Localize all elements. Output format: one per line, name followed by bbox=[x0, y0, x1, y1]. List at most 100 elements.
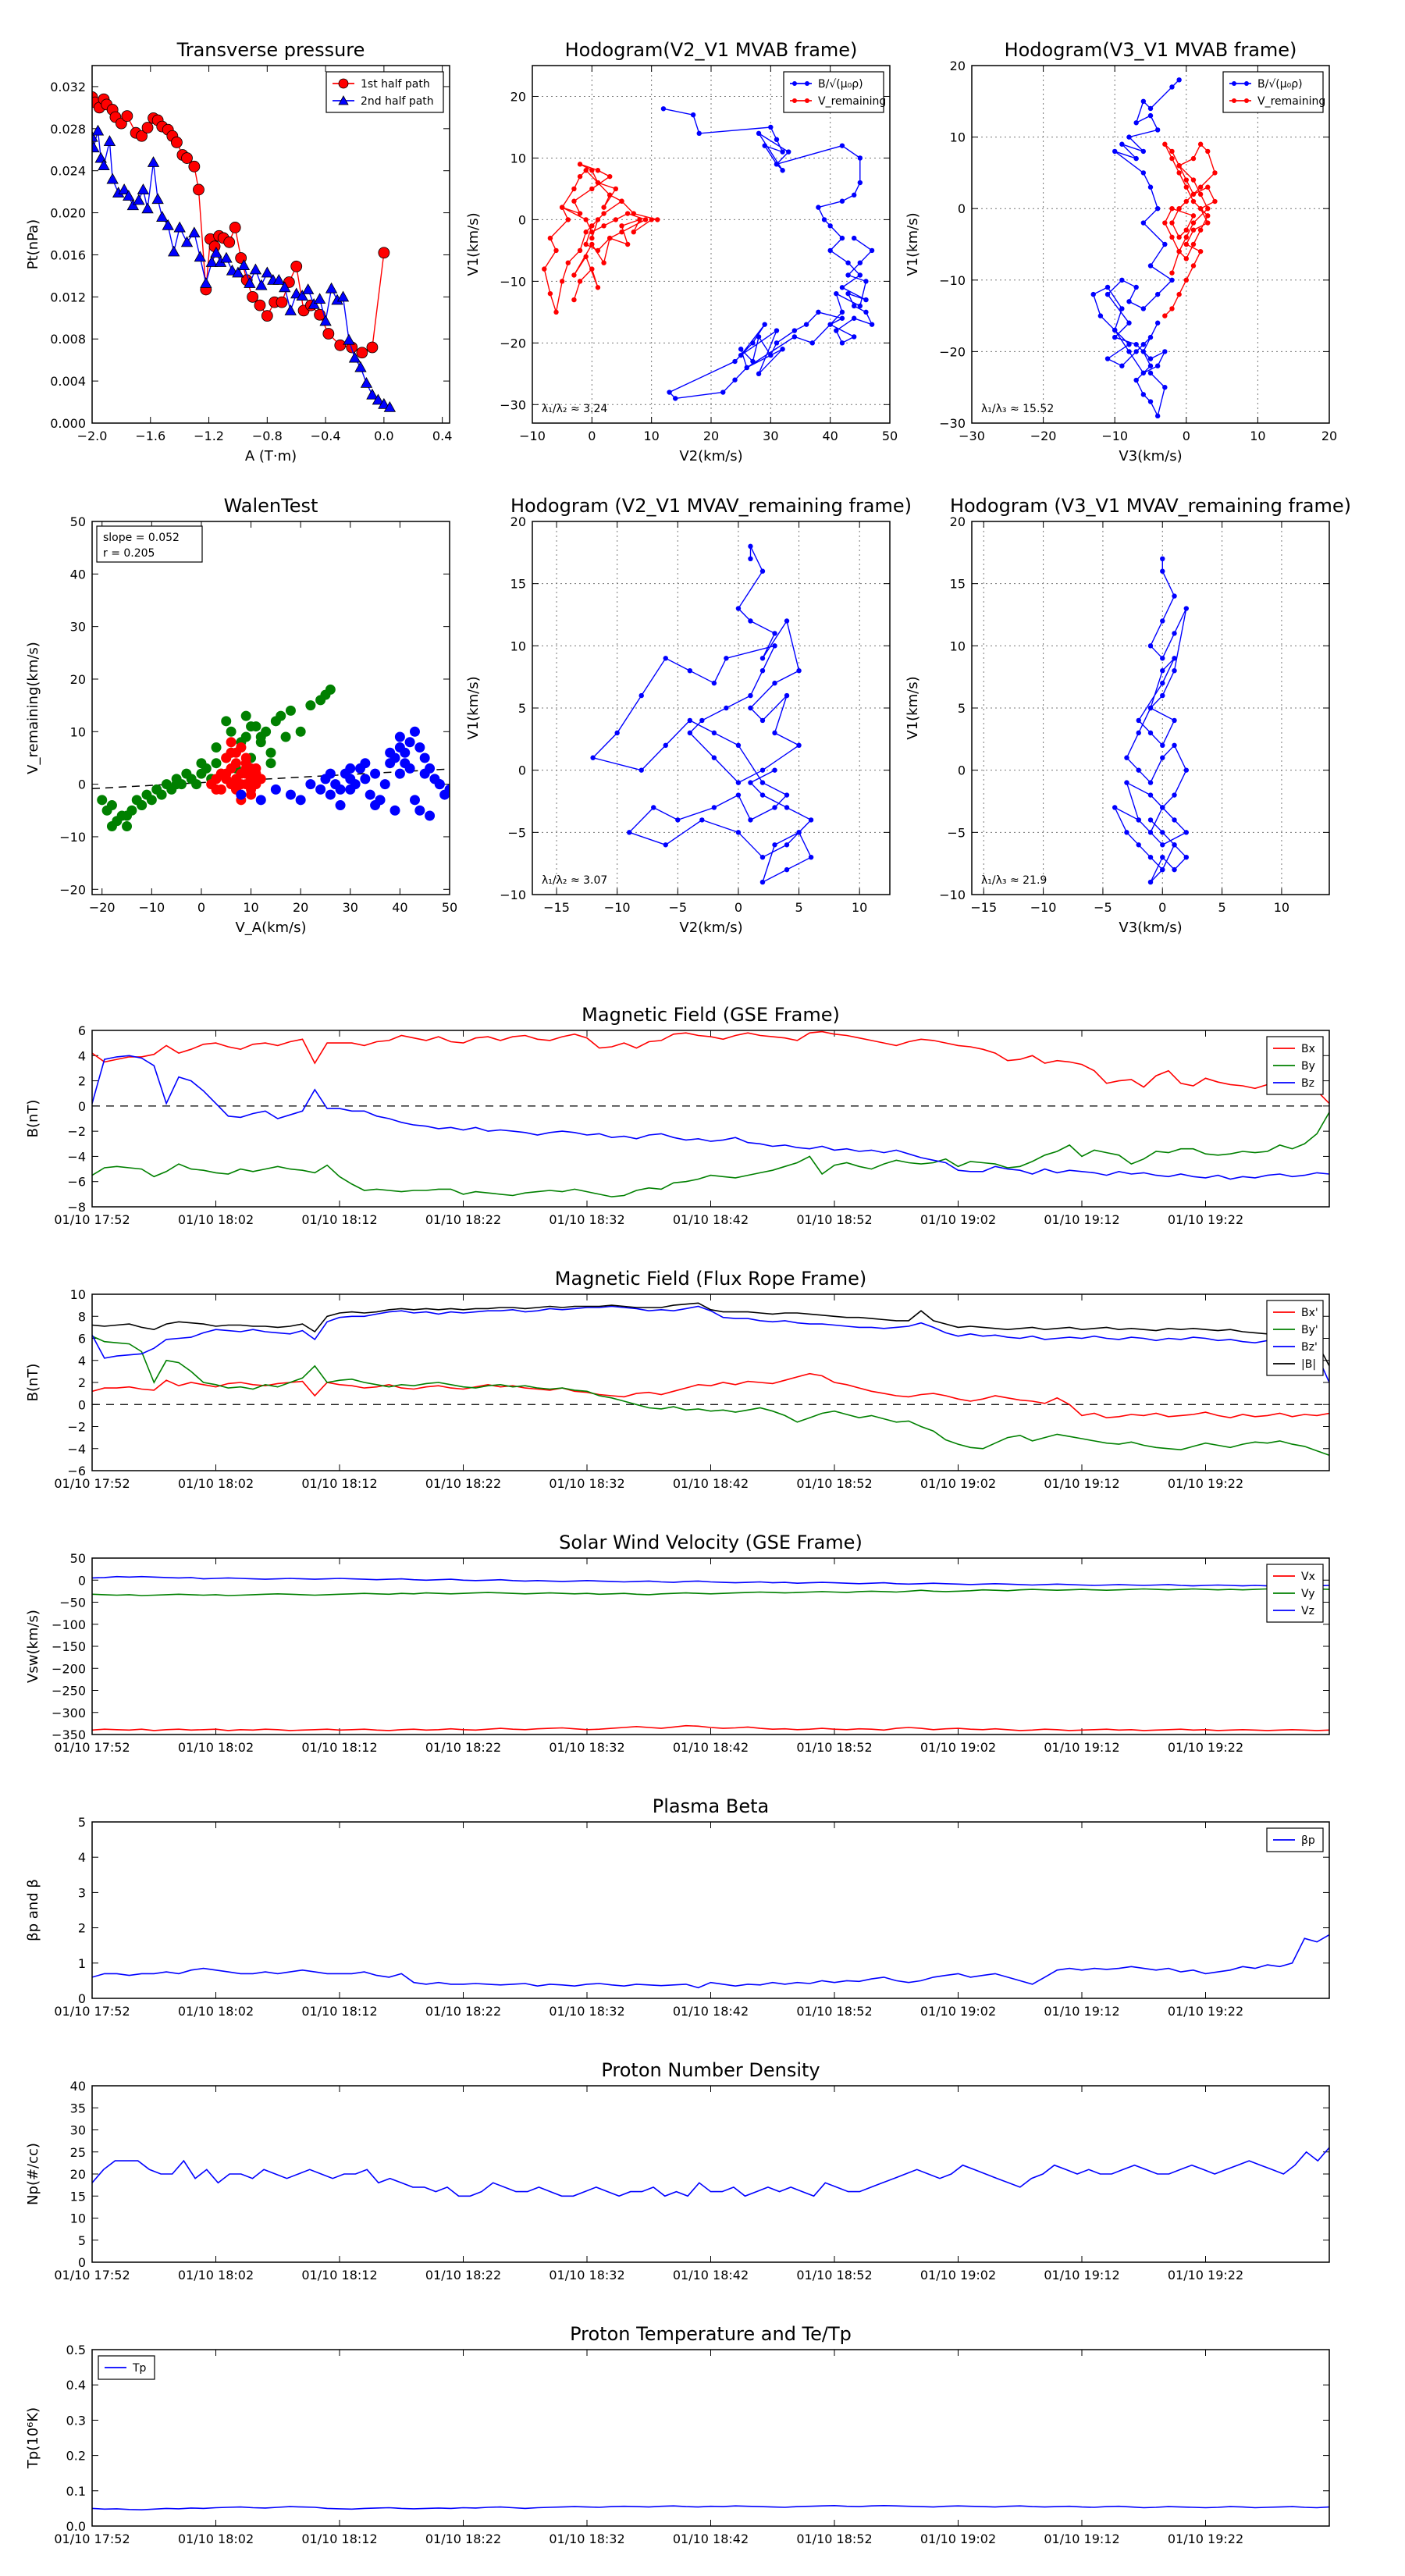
x-tick-label: −10 bbox=[1030, 900, 1057, 915]
data-point bbox=[744, 365, 749, 371]
data-point bbox=[756, 334, 762, 340]
chart-tp: Transverse pressure −2.0 −1.6 −1.2 −0.8 −0.4 0… bbox=[25, 39, 452, 464]
y-tick-label: −10 bbox=[500, 274, 526, 289]
data-point bbox=[1169, 306, 1175, 311]
data-point bbox=[780, 347, 785, 352]
x-tick-label: 01/10 17:52 bbox=[54, 2004, 130, 2019]
x-tick-label: 0 bbox=[1183, 429, 1190, 443]
x-tick-label: 01/10 17:52 bbox=[54, 1740, 130, 1755]
x-tick-label: 01/10 17:52 bbox=[54, 2268, 130, 2282]
data-point bbox=[255, 279, 268, 290]
data-point bbox=[1205, 213, 1211, 219]
data-point bbox=[660, 106, 667, 112]
series-1 bbox=[1090, 77, 1182, 419]
data-point bbox=[687, 730, 693, 736]
y-tick-label: −8 bbox=[67, 1200, 86, 1215]
legend-label: 1st half path bbox=[361, 78, 430, 91]
y-tick-label: 15 bbox=[70, 2189, 86, 2204]
data-point bbox=[244, 277, 256, 288]
x-tick-label: 01/10 18:22 bbox=[425, 2004, 501, 2019]
data-point bbox=[419, 768, 430, 779]
data-point bbox=[663, 742, 668, 748]
y-axis-label: Tp(10⁶K) bbox=[25, 2407, 41, 2469]
data-point bbox=[200, 277, 212, 288]
legend-label: Tp bbox=[132, 2362, 147, 2375]
data-point bbox=[1133, 342, 1139, 347]
y-tick-label: 0 bbox=[518, 212, 526, 227]
data-point bbox=[1104, 291, 1111, 297]
data-point bbox=[1147, 184, 1154, 190]
stats-text: slope = 0.052 bbox=[103, 532, 180, 544]
y-tick-label: −10 bbox=[939, 888, 966, 902]
data-point bbox=[1169, 270, 1175, 276]
data-point bbox=[589, 235, 595, 241]
data-point bbox=[1147, 817, 1154, 823]
data-point bbox=[1136, 717, 1141, 724]
data-point bbox=[711, 680, 717, 686]
data-point bbox=[400, 758, 411, 769]
data-point bbox=[348, 351, 361, 363]
chart-title: WalenTest bbox=[224, 495, 318, 517]
data-point bbox=[1119, 306, 1125, 311]
legend-label: |B| bbox=[1301, 1358, 1316, 1371]
data-point bbox=[255, 774, 266, 785]
data-point bbox=[852, 192, 857, 198]
y-tick-label: 20 bbox=[510, 89, 526, 104]
data-point bbox=[774, 328, 780, 333]
data-point bbox=[1183, 830, 1190, 835]
data-point bbox=[354, 361, 367, 372]
data-point bbox=[383, 400, 397, 412]
x-tick-label: 40 bbox=[822, 429, 838, 443]
x-tick-label: −5 bbox=[1094, 900, 1112, 915]
legend-marker bbox=[805, 98, 809, 103]
data-point bbox=[325, 789, 336, 800]
plot-area bbox=[92, 2147, 1329, 2197]
plot-frame bbox=[971, 65, 1330, 424]
x-tick-label: 01/10 19:22 bbox=[1168, 1740, 1243, 1755]
data-point bbox=[1097, 313, 1104, 318]
data-point bbox=[221, 716, 232, 727]
x-tick-label: −20 bbox=[1030, 429, 1057, 443]
data-point bbox=[345, 763, 356, 774]
data-point bbox=[1160, 855, 1165, 860]
legend-label: By' bbox=[1301, 1324, 1318, 1336]
y-tick-label: 5 bbox=[78, 1815, 86, 1830]
data-point bbox=[1147, 356, 1154, 361]
data-point bbox=[863, 279, 869, 284]
data-point bbox=[619, 198, 624, 204]
data-point bbox=[613, 217, 619, 222]
chart-walen: WalenTest −20 −10 0 10 20 30 40 50 −20 −10 0 10 20 30 4… bbox=[25, 495, 457, 936]
x-tick-label: 01/10 18:52 bbox=[796, 2532, 872, 2546]
legend-marker bbox=[338, 95, 349, 105]
data-point bbox=[759, 668, 766, 674]
data-point bbox=[1147, 855, 1154, 860]
data-point bbox=[663, 656, 668, 661]
data-point bbox=[1176, 248, 1182, 254]
y-tick-label: 0.024 bbox=[50, 164, 86, 179]
data-point bbox=[589, 229, 595, 235]
plot-area bbox=[92, 1934, 1329, 1989]
data-point bbox=[816, 205, 821, 210]
x-tick-label: −1.6 bbox=[135, 429, 165, 443]
data-point bbox=[1176, 77, 1182, 83]
data-point bbox=[772, 680, 777, 686]
chart-ts5: Proton Number Density 01/10 17:52 01/10 18… bbox=[25, 2059, 1330, 2282]
x-tick-label: 01/10 18:32 bbox=[549, 2268, 624, 2282]
series-1 bbox=[92, 91, 390, 359]
data-point bbox=[290, 260, 303, 272]
series-line bbox=[92, 1055, 1329, 1180]
y-tick-label: 5 bbox=[518, 701, 526, 716]
data-point bbox=[137, 800, 148, 811]
data-point bbox=[816, 309, 821, 315]
x-tick-label: −15 bbox=[970, 900, 997, 915]
chart-title: Plasma Beta bbox=[653, 1795, 769, 1817]
legend: Bx By Bz bbox=[1266, 1036, 1324, 1095]
data-point bbox=[296, 290, 308, 301]
data-point bbox=[106, 800, 117, 811]
series-line bbox=[92, 1588, 1329, 1596]
data-point bbox=[577, 211, 583, 216]
y-tick-label: 5 bbox=[78, 2233, 86, 2248]
data-point bbox=[759, 879, 766, 885]
data-point bbox=[724, 656, 729, 661]
x-tick-label: 20 bbox=[703, 429, 719, 443]
